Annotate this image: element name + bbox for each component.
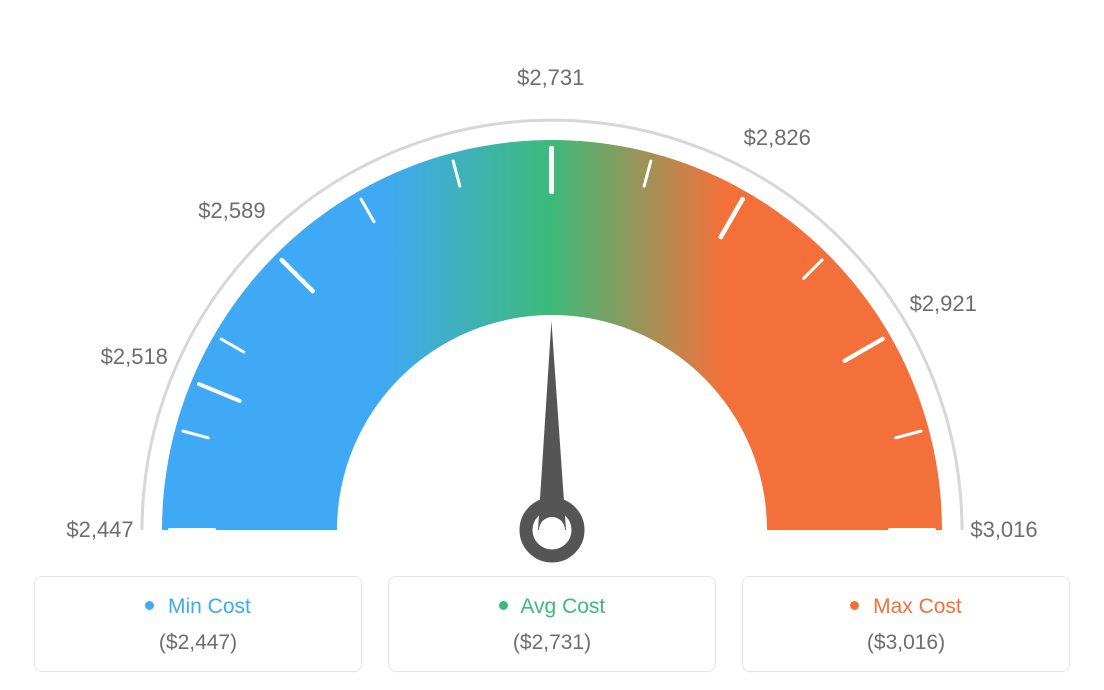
legend-dot-min xyxy=(145,601,154,610)
legend-card-min: Min Cost ($2,447) xyxy=(34,576,362,672)
legend-card-avg: Avg Cost ($2,731) xyxy=(388,576,716,672)
legend-dot-max xyxy=(850,601,859,610)
gauge-tick-label: $2,826 xyxy=(744,125,811,151)
legend-dot-avg xyxy=(499,601,508,610)
legend-value-max: ($3,016) xyxy=(753,631,1059,655)
legend-title-max: Max Cost xyxy=(753,595,1059,619)
legend-title-avg-text: Avg Cost xyxy=(520,595,605,618)
gauge-svg xyxy=(102,70,1002,590)
legend-value-min: ($2,447) xyxy=(45,631,351,655)
gauge-tick-label: $2,447 xyxy=(66,517,133,543)
gauge-tick-label: $2,589 xyxy=(198,198,265,224)
legend-title-min: Min Cost xyxy=(45,595,351,619)
gauge-tick-label: $2,921 xyxy=(910,291,977,317)
gauge-tick-label: $3,016 xyxy=(970,517,1037,543)
gauge-chart-container: $2,447 $2,518 $2,589 $2,731 $2,826 $2,921 $3,0… xyxy=(0,0,1104,690)
legend-card-max: Max Cost ($3,016) xyxy=(742,576,1070,672)
gauge-tick-label: $2,731 xyxy=(517,65,584,91)
legend-title-min-text: Min Cost xyxy=(168,595,251,618)
gauge-tick-label: $2,518 xyxy=(101,344,168,370)
legend-title-max-text: Max Cost xyxy=(873,595,962,618)
legend-value-avg: ($2,731) xyxy=(399,631,705,655)
gauge-area: $2,447 $2,518 $2,589 $2,731 $2,826 $2,921 $3,0… xyxy=(0,0,1104,560)
legend-row: Min Cost ($2,447) Avg Cost ($2,731) Max … xyxy=(0,576,1104,672)
legend-title-avg: Avg Cost xyxy=(399,595,705,619)
